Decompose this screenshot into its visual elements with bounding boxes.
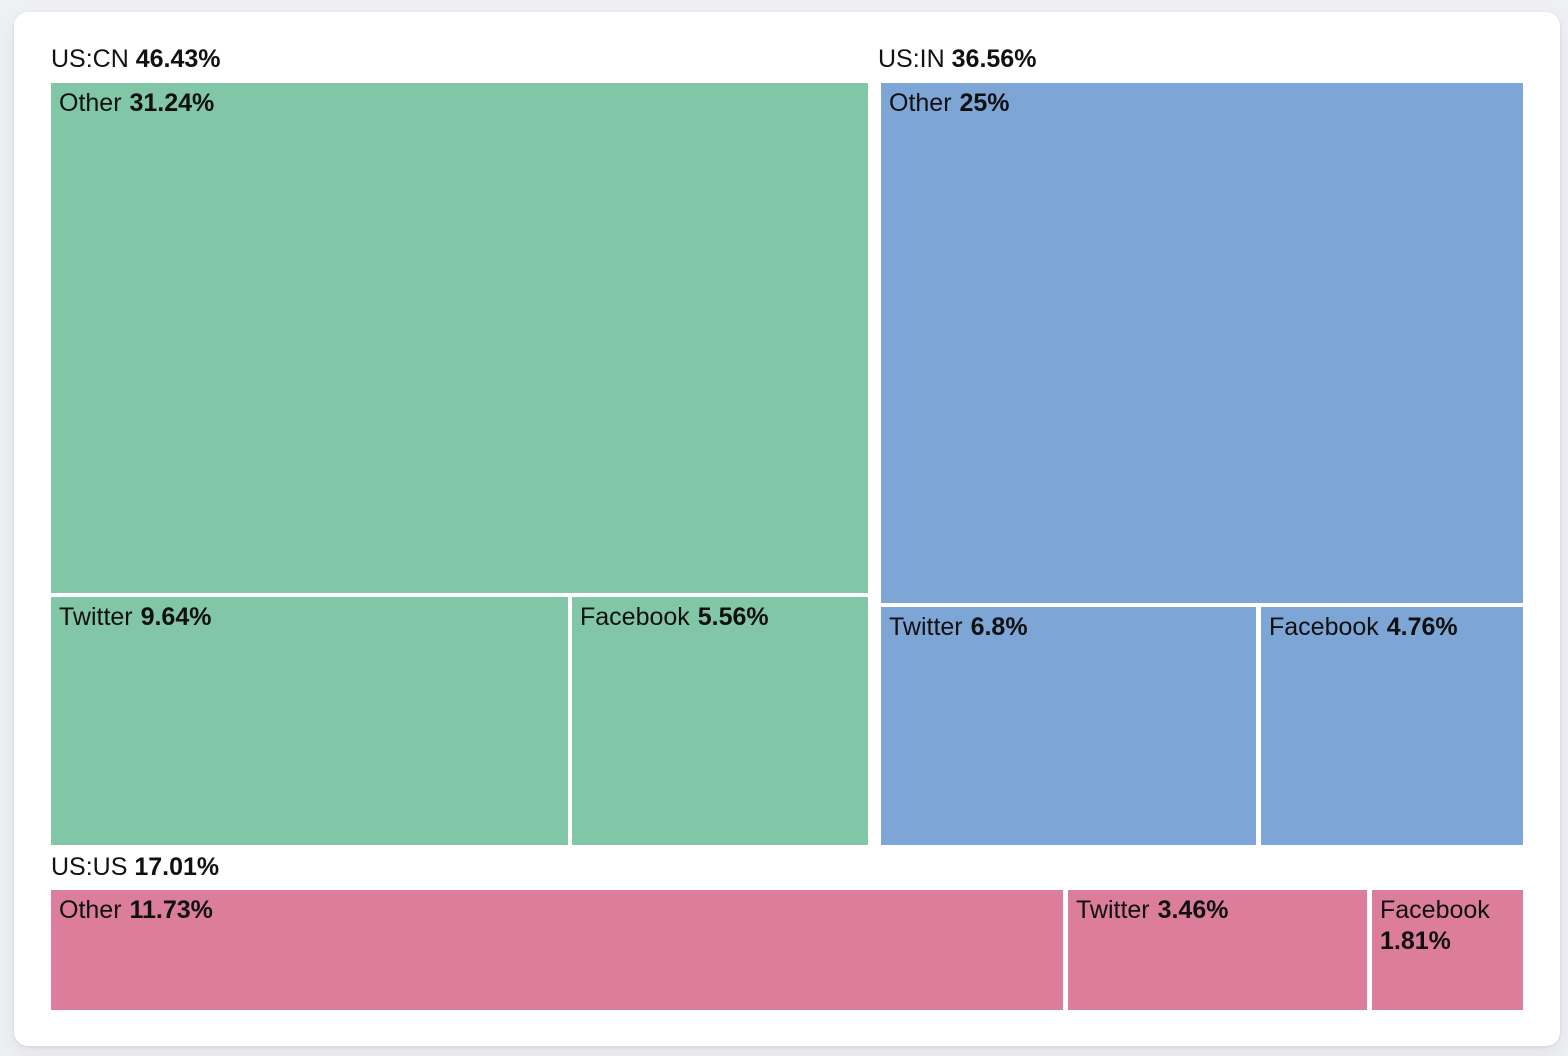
cell-label: Twitter 3.46% [1076, 895, 1359, 926]
cell-category: Twitter [1076, 896, 1150, 924]
group-header-us-us: US:US 17.01% [51, 853, 219, 881]
treemap-cell-us-us-facebook[interactable]: Facebook 1.81% [1372, 890, 1523, 1010]
cell-label: Other 31.24% [59, 88, 860, 119]
cell-share: 25% [959, 89, 1010, 117]
group-header-us-in: US:IN 36.56% [878, 45, 1036, 73]
cell-category: Facebook [580, 603, 690, 631]
cell-label: Other 25% [889, 88, 1515, 119]
cell-label: Facebook 1.81% [1380, 895, 1515, 957]
cell-category: Facebook [1269, 613, 1379, 641]
cell-category: Other [59, 89, 122, 117]
cell-label: Facebook 4.76% [1269, 612, 1515, 643]
treemap-cell-us-in-facebook[interactable]: Facebook 4.76% [1261, 607, 1523, 845]
group-header-us-cn: US:CN 46.43% [51, 45, 221, 73]
cell-label: Twitter 9.64% [59, 602, 560, 633]
cell-share: 31.24% [129, 89, 215, 117]
treemap-cell-us-cn-twitter[interactable]: Twitter 9.64% [51, 597, 568, 845]
cell-category: Other [889, 89, 952, 117]
treemap-cell-us-cn-facebook[interactable]: Facebook 5.56% [572, 597, 868, 845]
cell-category: Facebook [1380, 896, 1490, 924]
cell-category: Twitter [59, 603, 133, 631]
cell-share: 1.81% [1380, 927, 1451, 955]
cell-share: 4.76% [1386, 613, 1458, 641]
cell-category: Twitter [889, 613, 963, 641]
group-name: US:CN [51, 45, 129, 73]
group-share: 36.56% [951, 45, 1037, 73]
cell-category: Other [59, 896, 122, 924]
treemap-cell-us-in-other[interactable]: Other 25% [881, 83, 1523, 603]
treemap-cell-us-us-twitter[interactable]: Twitter 3.46% [1068, 890, 1367, 1010]
cell-share: 6.8% [970, 613, 1028, 641]
cell-share: 3.46% [1157, 896, 1229, 924]
group-share: 17.01% [134, 853, 220, 881]
group-share: 46.43% [135, 45, 221, 73]
treemap-cell-us-in-twitter[interactable]: Twitter 6.8% [881, 607, 1256, 845]
treemap-cell-us-us-other[interactable]: Other 11.73% [51, 890, 1063, 1010]
cell-label: Twitter 6.8% [889, 612, 1248, 643]
group-name: US:IN [878, 45, 945, 73]
cell-label: Other 11.73% [59, 895, 1055, 926]
group-name: US:US [51, 853, 128, 881]
cell-share: 5.56% [697, 603, 769, 631]
cell-share: 11.73% [129, 896, 213, 924]
cell-share: 9.64% [140, 603, 212, 631]
treemap-card: US:CN 46.43% Other 31.24% Twitter 9.64% … [14, 12, 1560, 1046]
cell-label: Facebook 5.56% [580, 602, 860, 633]
treemap-cell-us-cn-other[interactable]: Other 31.24% [51, 83, 868, 593]
